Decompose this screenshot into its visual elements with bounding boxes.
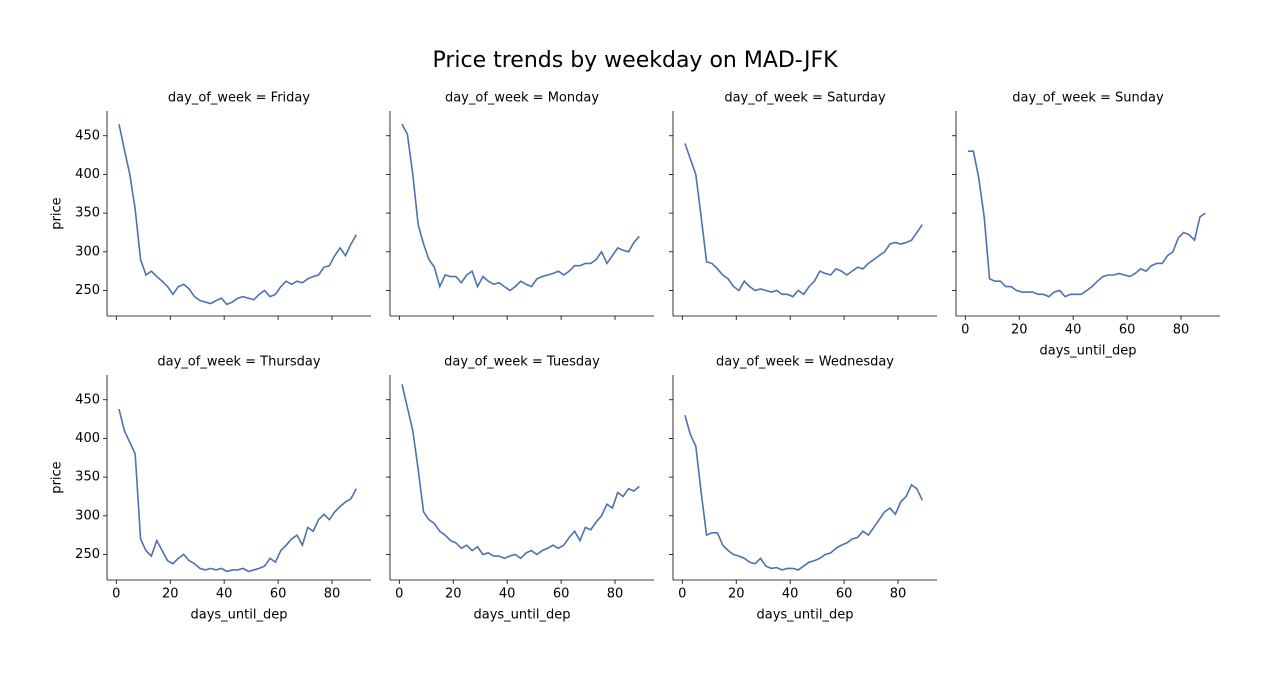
y-tick-label: 350 [75,470,100,485]
price-line [401,384,640,560]
y-axis-label: price [50,197,65,229]
figure-title: Price trends by weekday on MAD-JFK [432,48,838,73]
facet-title: day_of_week = Wednesday [716,355,894,370]
x-tick-label: 60 [270,587,287,602]
facet-title: day_of_week = Tuesday [444,355,600,370]
y-tick-label: 250 [75,547,100,562]
x-tick-label: 20 [445,587,462,602]
price-line [118,408,358,573]
x-tick-label: 60 [836,587,853,602]
x-tick-label: 40 [1065,323,1082,338]
price-line [684,143,923,298]
y-tick-label: 300 [75,244,100,259]
facet-title: day_of_week = Thursday [157,355,321,370]
y-tick-label: 400 [75,431,100,446]
price-line [684,415,924,571]
x-tick-label: 0 [678,587,686,602]
x-axis-label: days_until_dep [191,608,288,623]
x-axis-label: days_until_dep [1040,344,1137,359]
price-line [401,123,640,292]
x-tick-label: 40 [782,587,799,602]
price-line [968,150,1206,298]
x-tick-label: 60 [1119,323,1136,338]
x-tick-label: 40 [499,587,516,602]
x-tick-label: 80 [324,587,341,602]
x-tick-label: 0 [395,587,403,602]
y-tick-label: 350 [75,206,100,221]
y-axis-label: price [50,461,65,493]
x-tick-label: 20 [162,587,179,602]
x-tick-label: 20 [1011,323,1028,338]
x-tick-label: 60 [553,587,570,602]
x-tick-label: 80 [607,587,624,602]
facet-title: day_of_week = Sunday [1012,91,1164,106]
x-tick-label: 80 [890,587,907,602]
y-tick-label: 250 [75,283,100,298]
x-tick-label: 80 [1173,323,1190,338]
facet-title: day_of_week = Monday [445,91,599,106]
x-tick-label: 0 [112,587,120,602]
x-axis-label: days_until_dep [757,608,854,623]
x-tick-label: 0 [961,323,969,338]
x-axis-label: days_until_dep [474,608,571,623]
x-tick-label: 40 [216,587,233,602]
y-tick-label: 300 [75,508,100,523]
facet-title: day_of_week = Friday [168,91,310,106]
price-line [118,123,357,306]
x-tick-label: 20 [728,587,745,602]
facet-title: day_of_week = Saturday [724,91,886,106]
y-tick-label: 400 [75,167,100,182]
y-tick-label: 450 [75,128,100,143]
y-tick-label: 450 [75,392,100,407]
